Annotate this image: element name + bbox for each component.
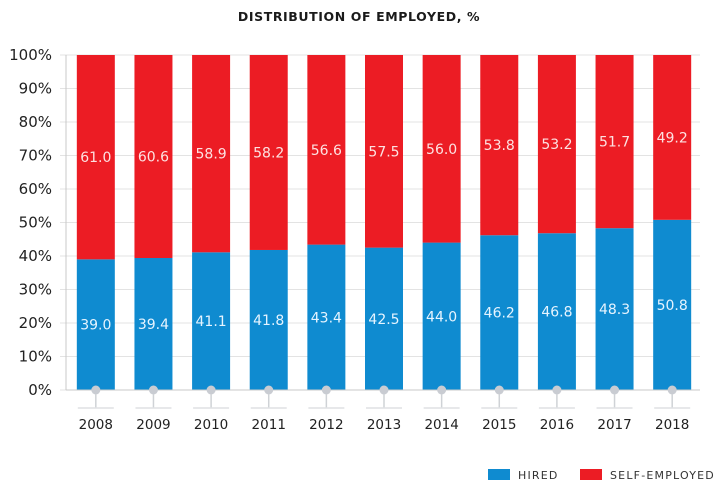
data-labels: 39.0 61.0 39.4 60.6 41.1 58.9 41.8 58.2 43.4 56.6… bbox=[80, 130, 688, 333]
x-tick-dot bbox=[494, 385, 504, 395]
bar-self-employed-2009 bbox=[134, 55, 173, 259]
data-label-hired: 42.5 bbox=[368, 312, 399, 328]
bar-self-employed-2010 bbox=[192, 55, 231, 253]
data-label-hired: 46.8 bbox=[541, 305, 572, 321]
data-label-hired: 43.4 bbox=[311, 310, 342, 326]
bar-hired-2017 bbox=[595, 228, 634, 390]
bar-hired-2012 bbox=[307, 244, 346, 390]
data-label-self-employed: 61.0 bbox=[80, 150, 111, 166]
bar-hired-2014 bbox=[422, 242, 461, 390]
legend-swatch bbox=[580, 469, 602, 480]
bar-self-employed-2016 bbox=[537, 55, 576, 234]
bar-hired-2010 bbox=[192, 252, 231, 390]
chart-title: DISTRIBUTION OF EMPLOYED, % bbox=[237, 9, 481, 24]
x-tick-dot bbox=[667, 385, 677, 395]
bar-hired-2013 bbox=[365, 247, 403, 390]
bar-hired-2009 bbox=[134, 258, 173, 390]
bar-self-employed-2008 bbox=[76, 55, 115, 260]
y-tick-label: 50% bbox=[19, 214, 52, 232]
bar-self-employed-2013 bbox=[365, 55, 403, 248]
y-tick-label: 40% bbox=[19, 247, 52, 265]
data-label-hired: 44.0 bbox=[426, 309, 457, 325]
bar-self-employed-2014 bbox=[422, 55, 461, 243]
legend-item-self-employed: SELF-EMPLOYED bbox=[580, 469, 715, 482]
x-tick-label: 2008 bbox=[79, 417, 113, 433]
x-axis: 2008 2009 2010 2011 2012 2013 2014 2015 2016 2017… bbox=[66, 385, 700, 433]
x-tick-dot bbox=[552, 385, 562, 395]
x-tick-label: 2009 bbox=[136, 417, 170, 433]
legend: HIRED SELF-EMPLOYED bbox=[488, 469, 715, 482]
y-tick-label: 60% bbox=[19, 180, 52, 198]
bar-self-employed-2018 bbox=[653, 55, 692, 220]
y-tick-label: 10% bbox=[19, 348, 52, 366]
x-tick-label: 2017 bbox=[597, 417, 631, 433]
data-label-self-employed: 57.5 bbox=[368, 144, 399, 160]
y-tick-label: 90% bbox=[19, 80, 52, 98]
y-tick-label: 0% bbox=[28, 381, 52, 399]
x-tick-label: 2013 bbox=[367, 417, 401, 433]
data-label-self-employed: 51.7 bbox=[599, 135, 630, 151]
x-tick-dot bbox=[437, 385, 447, 395]
x-tick-dot bbox=[264, 385, 274, 395]
x-tick-dot bbox=[321, 385, 331, 395]
bar-self-employed-2011 bbox=[249, 55, 288, 250]
data-label-self-employed: 49.2 bbox=[657, 130, 688, 146]
y-tick-label: 100% bbox=[9, 46, 52, 64]
data-label-self-employed: 58.9 bbox=[196, 147, 227, 163]
data-label-hired: 39.4 bbox=[138, 317, 169, 333]
bar-hired-2016 bbox=[537, 233, 576, 390]
x-tick-dot bbox=[610, 385, 620, 395]
data-label-self-employed: 60.6 bbox=[138, 150, 169, 166]
y-tick-label: 70% bbox=[19, 147, 52, 165]
y-tick-label: 30% bbox=[19, 281, 52, 299]
y-axis: 0% 10% 20% 30% 40% 50% 60% 70% 80% 90% 100% bbox=[9, 46, 67, 399]
bar-hired-2011 bbox=[249, 249, 288, 390]
data-label-hired: 48.3 bbox=[599, 302, 630, 318]
data-label-self-employed: 58.2 bbox=[253, 145, 284, 161]
x-tick-dot bbox=[206, 385, 216, 395]
x-tick-label: 2015 bbox=[482, 417, 516, 433]
x-tick-dot bbox=[91, 385, 101, 395]
bar-self-employed-2017 bbox=[595, 55, 634, 229]
x-tick-label: 2011 bbox=[252, 417, 286, 433]
data-label-hired: 50.8 bbox=[657, 298, 688, 314]
data-label-self-employed: 56.6 bbox=[311, 143, 342, 159]
x-tick-label: 2012 bbox=[309, 417, 343, 433]
bar-self-employed-2012 bbox=[307, 55, 346, 245]
data-label-self-employed: 53.8 bbox=[484, 138, 515, 154]
data-label-hired: 39.0 bbox=[80, 318, 111, 334]
x-tick-dot bbox=[379, 385, 389, 395]
x-tick-label: 2016 bbox=[540, 417, 574, 433]
x-tick-dot bbox=[148, 385, 158, 395]
y-tick-label: 80% bbox=[19, 113, 52, 131]
data-label-hired: 41.8 bbox=[253, 313, 284, 329]
bar-hired-2018 bbox=[653, 219, 692, 390]
data-label-self-employed: 56.0 bbox=[426, 142, 457, 158]
data-label-hired: 46.2 bbox=[484, 306, 515, 322]
bar-hired-2008 bbox=[76, 259, 115, 390]
bars bbox=[76, 55, 692, 390]
legend-item-hired: HIRED bbox=[488, 469, 559, 482]
legend-swatch bbox=[488, 469, 510, 480]
bar-self-employed-2015 bbox=[480, 55, 519, 236]
x-tick-label: 2014 bbox=[424, 417, 458, 433]
data-label-self-employed: 53.2 bbox=[541, 137, 572, 153]
legend-label: HIRED bbox=[518, 469, 559, 482]
data-label-hired: 41.1 bbox=[196, 314, 227, 330]
x-tick-label: 2010 bbox=[194, 417, 228, 433]
y-tick-label: 20% bbox=[19, 314, 52, 332]
bar-hired-2015 bbox=[480, 235, 519, 390]
legend-label: SELF-EMPLOYED bbox=[610, 469, 715, 482]
x-tick-label: 2018 bbox=[655, 417, 689, 433]
